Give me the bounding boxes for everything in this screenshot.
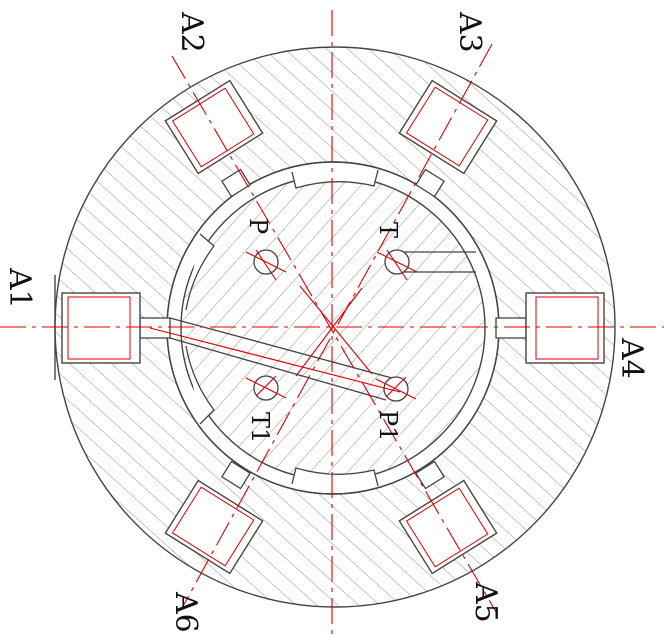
diagonal-passage (169, 317, 393, 401)
port-a4-fitting (525, 292, 605, 364)
port-label-a2: A2 (174, 11, 209, 53)
port-label-a3: A3 (452, 11, 487, 53)
spool-slots (185, 169, 379, 487)
port-a6-fitting (164, 479, 264, 575)
spool-outline (180, 175, 486, 481)
hole-label-p: P (244, 218, 272, 234)
port-label-a6: A6 (168, 591, 203, 633)
t-passage (398, 251, 476, 273)
port-label-a5: A5 (468, 581, 503, 623)
port-a1-fitting (54, 275, 141, 380)
port-a3-fitting (398, 79, 498, 175)
port-label-a1: A1 (2, 267, 37, 309)
hole-label-t1: T1 (246, 412, 274, 443)
port-label-a4: A4 (614, 337, 649, 379)
hole-label-p1: P1 (374, 410, 402, 441)
centerlines (0, 10, 664, 637)
hole-label-t: T (374, 222, 402, 238)
